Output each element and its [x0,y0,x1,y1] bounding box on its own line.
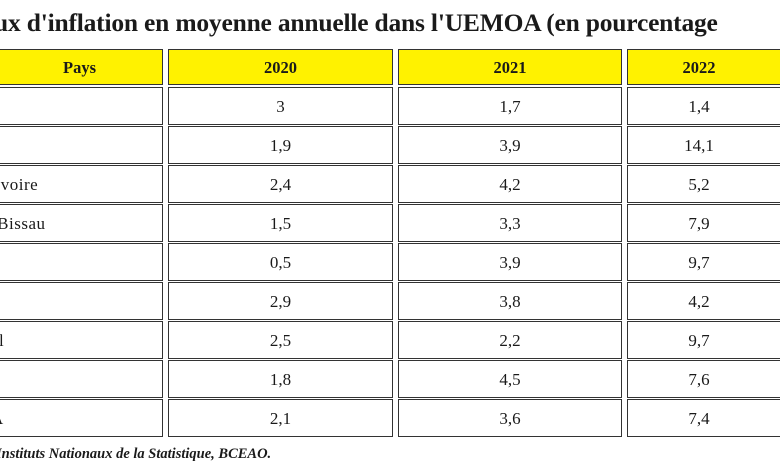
cell-country [0,243,163,281]
cell-2022: 1,4 [627,87,780,125]
cell-2020: 2,1 [168,399,393,437]
header-2022: 2022 [627,49,780,85]
table-row: -Bissau 1,53,37,9 [0,204,780,242]
cell-2022: 7,9 [627,204,780,242]
cell-2020: 1,5 [168,204,393,242]
table-row: 0,5 3,9 9,7 [0,243,780,281]
country-name: 'Ivoire [0,175,39,194]
cell-2020: 2,5 [168,321,393,359]
cell-country: -Bissau [0,204,163,242]
header-2020: 2020 [168,49,393,85]
cell-country [0,360,163,398]
cell-2020: 0,5 [168,243,393,281]
cell-2022: 7,6 [627,360,780,398]
cell-2021: 2,2 [398,321,622,359]
cell-country: 'Ivoire [0,165,163,203]
cell-2022: 4,2 [627,282,780,320]
cell-2020: 2,9 [168,282,393,320]
country-name: -Bissau [0,214,46,233]
cell-country: al [0,321,163,359]
cell-country [0,87,163,125]
table-title: ux d'inflation en moyenne annuelle dans … [0,8,718,37]
table-header-row: Pays 2020 2021 2022 [0,49,780,87]
cell-2020: 2,4 [168,165,393,203]
cell-2021: 3,9 [398,243,622,281]
cell-2021: 3,6 [398,399,622,437]
cell-2022: 9,7 [627,321,780,359]
cell-country: A [0,399,163,437]
cell-2021: 4,2 [398,165,622,203]
cell-2021: 1,7 [398,87,622,125]
country-name: A [0,400,4,436]
cell-country: a [0,126,163,164]
table-row: 'Ivoire 2,44,25,2 [0,165,780,203]
country-name: al [0,322,4,358]
table-row: a1,93,914,1 [0,126,780,164]
cell-2020: 3 [168,87,393,125]
cell-2021: 3,3 [398,204,622,242]
cell-2020: 1,8 [168,360,393,398]
table-row: 1,8 4,5 7,6 [0,360,780,398]
cell-2022: 7,4 [627,399,780,437]
cell-country [0,282,163,320]
source-note: Instituts Nationaux de la Statistique, B… [0,446,272,462]
cell-2021: 3,9 [398,126,622,164]
header-2021: 2021 [398,49,622,85]
table-row: A 2,13,67,4 [0,399,780,437]
cell-2022: 9,7 [627,243,780,281]
cell-2022: 14,1 [627,126,780,164]
table-row: 3 1,7 1,4 [0,87,780,125]
header-pays: Pays [0,49,163,85]
table-row: 2,9 3,8 4,2 [0,282,780,320]
cell-2021: 4,5 [398,360,622,398]
table-row: al 2,52,29,7 [0,321,780,359]
cell-2021: 3,8 [398,282,622,320]
cell-2022: 5,2 [627,165,780,203]
cell-2020: 1,9 [168,126,393,164]
